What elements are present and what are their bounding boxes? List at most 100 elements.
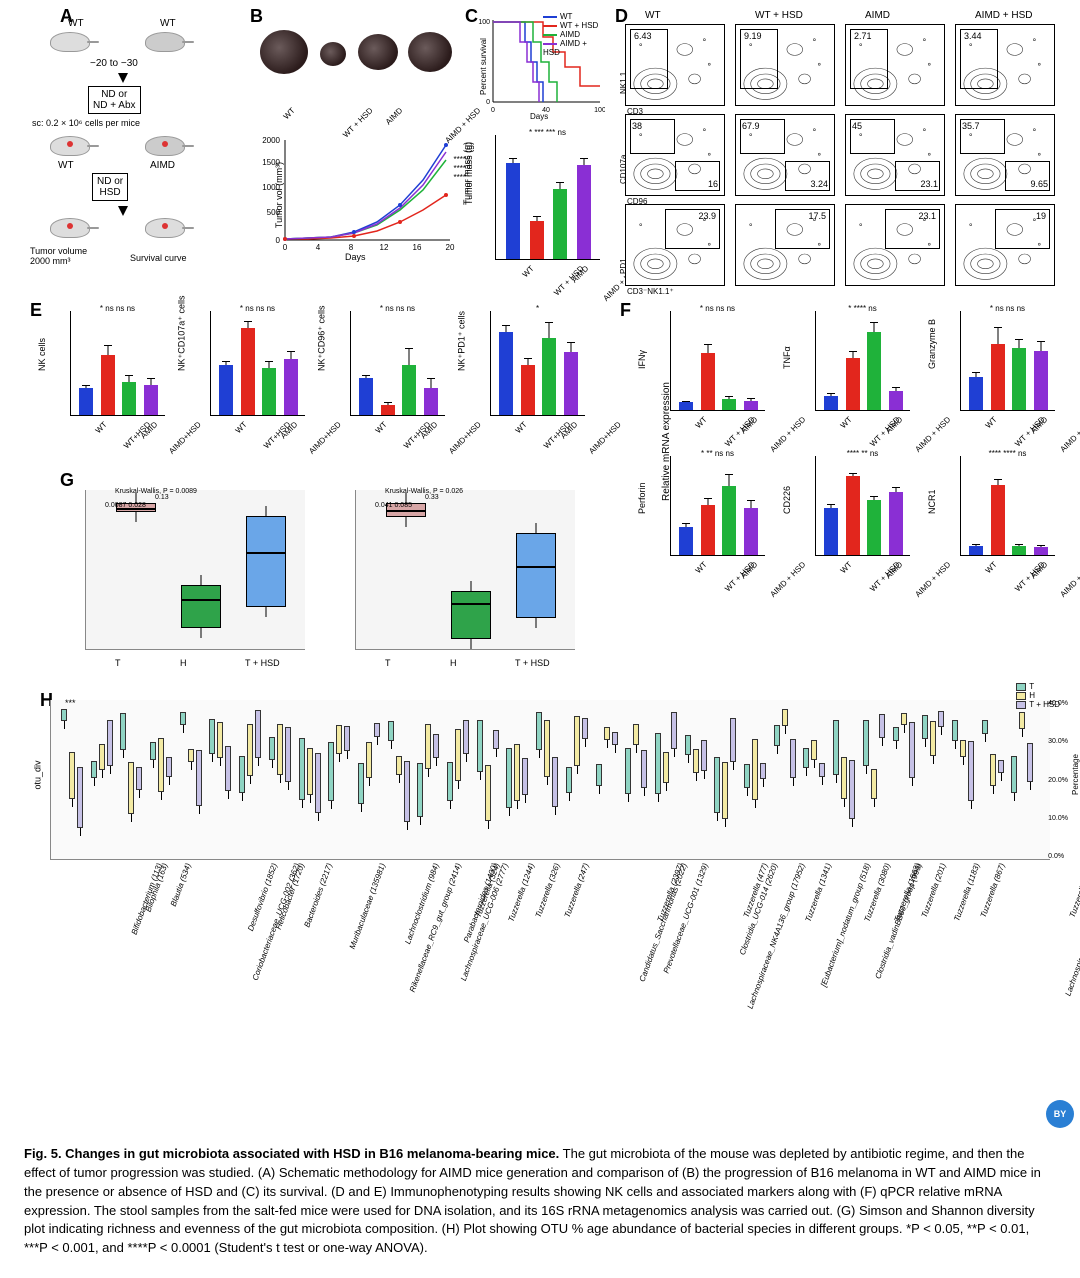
flow-plot: 23.1 <box>845 204 945 286</box>
otu-box <box>522 758 528 795</box>
mouse-icon <box>50 136 90 156</box>
bar-chart: PerforinWTWT + HSDAIMDAIMD + HSD* ** ns … <box>640 451 770 576</box>
svg-text:0: 0 <box>491 107 495 114</box>
otu-box <box>366 742 372 778</box>
xlabel: AIMD <box>739 560 760 581</box>
box <box>246 516 286 607</box>
caption-title: Fig. 5. Changes in gut microbiota associ… <box>24 1146 559 1161</box>
otu-box <box>811 740 817 759</box>
ylabel: Tumor mass (g) <box>462 142 472 205</box>
bar <box>241 328 255 416</box>
bar-chart: NK cellsWTWT+HSDAMIDAIMD+HSD* ns ns ns <box>40 306 170 436</box>
ylabel: Percent survival <box>479 38 488 95</box>
otu-box <box>433 734 439 758</box>
otu-box <box>998 760 1004 773</box>
bar <box>1034 547 1048 555</box>
otu-box <box>61 709 67 721</box>
wt-label-1: WT <box>68 18 84 29</box>
otu-box <box>166 757 172 778</box>
otu-box <box>701 740 707 772</box>
otu-box <box>225 746 231 790</box>
legend-item: WT + HSD <box>560 21 598 30</box>
otu-box <box>879 714 885 738</box>
flow-plot: 6.43 <box>625 24 725 106</box>
cc-by-badge-icon: BY <box>1046 1100 1074 1128</box>
taxon-label: Tuzzerella (1244) <box>507 862 537 923</box>
figure-area: A WT WT −20 to −30 ND or ND + Abx sc: 0.… <box>0 0 1080 1130</box>
panel-A: WT WT −20 to −30 ND or ND + Abx sc: 0.2 … <box>30 18 240 278</box>
diversity-boxplot: Kruskal-Wallis, P = 0.026THT + HSD0.041 … <box>325 480 585 680</box>
growth-curve: Tumor vol (mm³) 0 500 1000 1500 2000 0 4… <box>250 130 460 260</box>
taxon-label: Tuzzerella (1563) <box>893 862 923 923</box>
svg-text:4: 4 <box>316 243 321 252</box>
otu-box <box>396 756 402 775</box>
bar <box>867 500 881 555</box>
bar-chart: TNFαWTWT + HSDAIMDAIMD + HSD* **** ns <box>785 306 915 431</box>
bar <box>359 378 373 415</box>
otu-box <box>77 767 83 828</box>
otu-box <box>255 710 261 758</box>
xlabel: AIMD <box>884 560 905 581</box>
col-header: AIMD <box>865 10 890 21</box>
otu-box <box>128 762 134 814</box>
xlabel: AIMD <box>884 415 905 436</box>
otu-box <box>1011 756 1017 793</box>
sig-mark: *** <box>65 698 76 708</box>
taxon-label: Tuzzerella (867) <box>979 862 1007 919</box>
otu-box <box>909 722 915 778</box>
xlabel: WT <box>983 415 998 430</box>
taxon-label: Tuzzerella (247) <box>563 862 591 919</box>
otu-box <box>990 754 996 786</box>
otu-box <box>893 727 899 741</box>
otu-box <box>417 763 423 817</box>
sig-marks: * ns ns ns <box>670 304 765 313</box>
otu-box <box>982 720 988 734</box>
group-label: T + HSD <box>245 658 280 668</box>
bar <box>701 353 715 410</box>
otu-box <box>328 742 334 801</box>
xlabel: Days <box>345 252 366 262</box>
otu-box <box>158 738 164 791</box>
mass-chart: Tumor mass (g) Tumor mass (g)WTWT + HSDA… <box>465 130 605 280</box>
svg-text:0: 0 <box>486 99 490 106</box>
otu-box <box>388 721 394 741</box>
otu-box <box>269 737 275 759</box>
bar <box>744 401 758 411</box>
bar <box>889 492 903 555</box>
otu-box <box>150 742 156 760</box>
otu-box <box>91 761 97 778</box>
survival-text: Survival curve <box>130 253 187 263</box>
figure-caption: Fig. 5. Changes in gut microbiota associ… <box>0 1130 1080 1278</box>
diversity-boxplot: Kruskal-Wallis, P = 0.0089THT + HSD0.008… <box>55 480 315 680</box>
bar <box>262 368 276 416</box>
bar-chart: Granzyme BWTWT + HSDAIMDAIMD + HSD* ns n… <box>930 306 1060 431</box>
xlabel: WT <box>838 560 853 575</box>
otu-box <box>136 767 142 790</box>
otu-box <box>901 713 907 726</box>
otu-box <box>744 764 750 788</box>
otu-box <box>641 750 647 788</box>
right-yticks: 0.0% 10.0% 20.0% 30.0% 40.0% <box>1048 700 1068 860</box>
otu-box <box>69 752 75 799</box>
otu-box <box>514 744 520 802</box>
otu-box <box>952 720 958 741</box>
sig-marks: * ns ns ns <box>960 304 1055 313</box>
panel-C: Percent survival 0 100 0 40 100 WT WT + … <box>465 12 605 282</box>
aimd-label: AIMD <box>150 160 175 171</box>
otu-box <box>566 767 572 793</box>
bar-chart: CD226WTWT + HSDAIMDAIMD + HSD**** ** ns <box>785 451 915 576</box>
otu-box <box>655 733 661 794</box>
otu-box <box>722 762 728 819</box>
otu-box <box>299 738 305 799</box>
ylabel: Perforin <box>637 482 647 514</box>
bar <box>889 391 903 410</box>
otu-box <box>871 769 877 800</box>
arrow-icon <box>118 73 128 83</box>
flow-plot: 17.5 <box>735 204 835 286</box>
otu-box <box>307 748 313 795</box>
svg-text:100: 100 <box>594 107 605 114</box>
xlabel: WT <box>693 415 708 430</box>
tumor-image <box>408 32 452 72</box>
otu-box <box>344 726 350 751</box>
flow-plot: 67.93.24 <box>735 114 835 196</box>
